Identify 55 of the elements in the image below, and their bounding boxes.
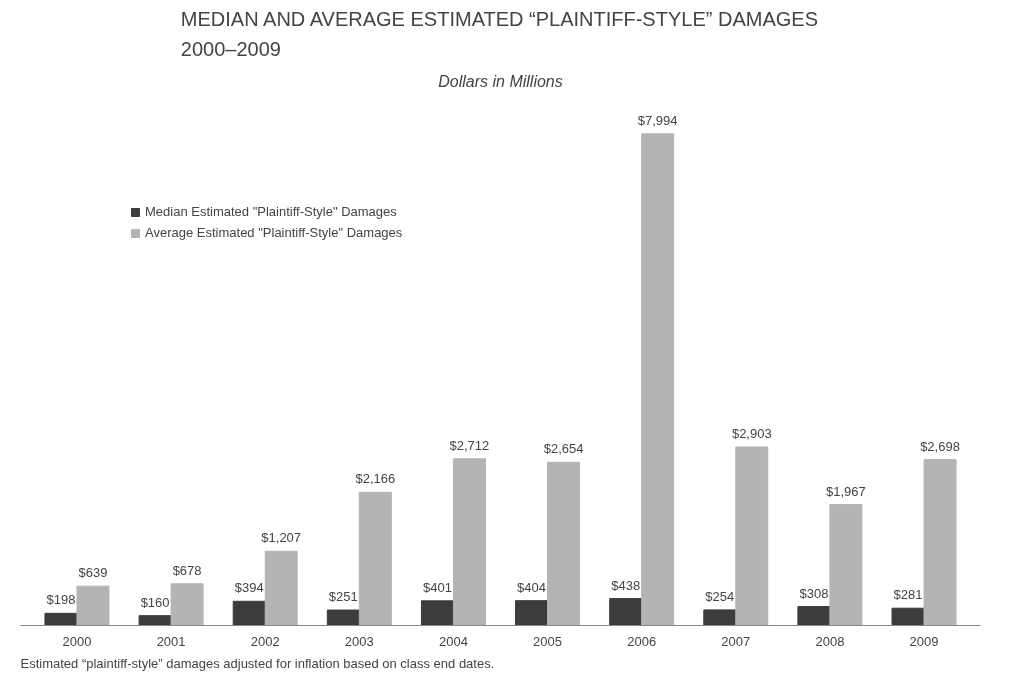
x-tick-label: 2001: [156, 633, 186, 649]
bar: [264, 550, 298, 626]
data-label: $401: [422, 579, 452, 595]
bar: [797, 606, 831, 626]
data-label: $160: [140, 594, 170, 610]
bar: [76, 585, 110, 626]
data-label: $2,698: [920, 438, 960, 454]
x-tick-label: 2000: [62, 633, 92, 649]
x-tick-label: 2002: [250, 633, 280, 649]
data-label: $1,967: [826, 483, 866, 499]
bar: [326, 609, 360, 626]
bar: [515, 600, 549, 626]
data-label: $2,712: [449, 437, 490, 453]
bar: [358, 491, 392, 626]
bar: [735, 446, 769, 626]
bar: [923, 459, 957, 626]
text: Estimated “plaintiff-style” damages adjusted for inflation based on class end dates.: [20, 655, 495, 671]
data-label: $639: [78, 565, 108, 581]
legend-label: Average Estimated "Plaintiff-Style" Damages: [145, 225, 403, 240]
bar: [420, 600, 454, 626]
bar: [232, 600, 266, 626]
x-tick-label: 2005: [533, 633, 563, 649]
data-label: $2,903: [731, 425, 772, 441]
data-label: $394: [234, 580, 264, 596]
x-tick-label: 2009: [909, 633, 939, 649]
bar: [609, 598, 643, 626]
data-label: $251: [328, 589, 358, 605]
x-tick-label: 2007: [721, 633, 751, 649]
x-tick-label: 2003: [344, 633, 374, 649]
bar: [641, 133, 675, 626]
chart-title: MEDIAN AND AVERAGE ESTIMATED “PLAINTIFF-STYLE” DAMAGES 2000–2009: [180, 7, 818, 61]
legend-label: Median Estimated "Plaintiff-Style" Damages: [145, 204, 397, 219]
data-label: $404: [517, 579, 547, 595]
bar: [891, 607, 925, 626]
data-label: $678: [172, 562, 202, 578]
data-label: $281: [893, 587, 923, 603]
bar: [452, 458, 486, 626]
chart-subtitle: Dollars in Millions: [438, 72, 563, 90]
bar: [547, 461, 581, 626]
data-label: $1,207: [261, 530, 302, 546]
data-label: $2,654: [543, 441, 584, 457]
bar: [170, 583, 204, 626]
x-tick-label: 2006: [627, 633, 657, 649]
bar: [138, 615, 172, 626]
data-label: $7,994: [637, 112, 678, 128]
bar: [44, 612, 78, 626]
data-label: $198: [46, 592, 76, 608]
bar: [829, 504, 863, 626]
x-tick-label: 2004: [438, 633, 468, 649]
data-label: $308: [799, 585, 829, 601]
data-label: $2,166: [355, 471, 396, 487]
data-label: $254: [705, 588, 735, 604]
data-label: $438: [611, 577, 641, 593]
x-tick-label: 2008: [815, 633, 845, 649]
bar: [703, 609, 737, 626]
